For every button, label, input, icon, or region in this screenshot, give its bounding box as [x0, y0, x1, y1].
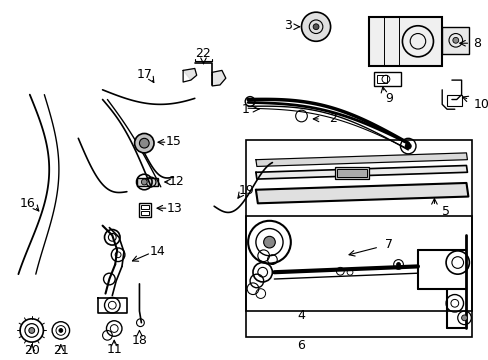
Text: 16: 16 — [20, 197, 36, 210]
Bar — [136, 178, 158, 186]
Text: 20: 20 — [24, 344, 40, 357]
Circle shape — [141, 179, 147, 185]
Circle shape — [452, 37, 458, 43]
Circle shape — [139, 138, 149, 148]
Circle shape — [396, 262, 400, 266]
Circle shape — [263, 236, 275, 248]
Text: 21: 21 — [53, 344, 69, 357]
Bar — [446, 95, 461, 106]
Text: 15: 15 — [165, 135, 181, 148]
Text: 2: 2 — [328, 112, 336, 125]
Polygon shape — [212, 71, 225, 86]
Circle shape — [29, 328, 35, 333]
Bar — [245, 140, 471, 311]
Circle shape — [405, 143, 410, 149]
Polygon shape — [183, 68, 196, 80]
Polygon shape — [255, 153, 467, 166]
Text: 3: 3 — [284, 19, 291, 32]
Bar — [368, 17, 441, 66]
Text: 5: 5 — [441, 204, 449, 217]
Bar — [139, 203, 151, 217]
Text: 1: 1 — [241, 103, 248, 116]
Text: 19: 19 — [238, 184, 254, 197]
Text: 10: 10 — [472, 98, 488, 111]
Circle shape — [312, 24, 318, 30]
Polygon shape — [255, 166, 467, 179]
Circle shape — [59, 329, 62, 332]
Bar — [141, 211, 149, 215]
Text: 14: 14 — [150, 246, 165, 258]
Bar — [141, 205, 149, 209]
Bar — [376, 75, 386, 83]
Polygon shape — [255, 183, 468, 203]
Text: 17: 17 — [136, 68, 152, 81]
Circle shape — [461, 315, 467, 321]
Text: 11: 11 — [106, 343, 122, 356]
Text: 7: 7 — [384, 238, 392, 251]
Circle shape — [134, 134, 154, 153]
Text: 8: 8 — [472, 37, 480, 50]
Bar — [335, 167, 368, 179]
Text: 18: 18 — [131, 334, 147, 347]
Circle shape — [301, 12, 330, 41]
Bar — [441, 27, 468, 54]
Text: 12: 12 — [168, 175, 184, 188]
Text: 13: 13 — [166, 202, 182, 215]
Text: 9: 9 — [384, 92, 392, 105]
Text: 6: 6 — [297, 339, 305, 352]
Bar — [337, 169, 367, 177]
Text: 22: 22 — [195, 48, 211, 60]
Text: 4: 4 — [297, 309, 305, 323]
Bar — [245, 216, 471, 337]
Bar — [373, 72, 401, 86]
